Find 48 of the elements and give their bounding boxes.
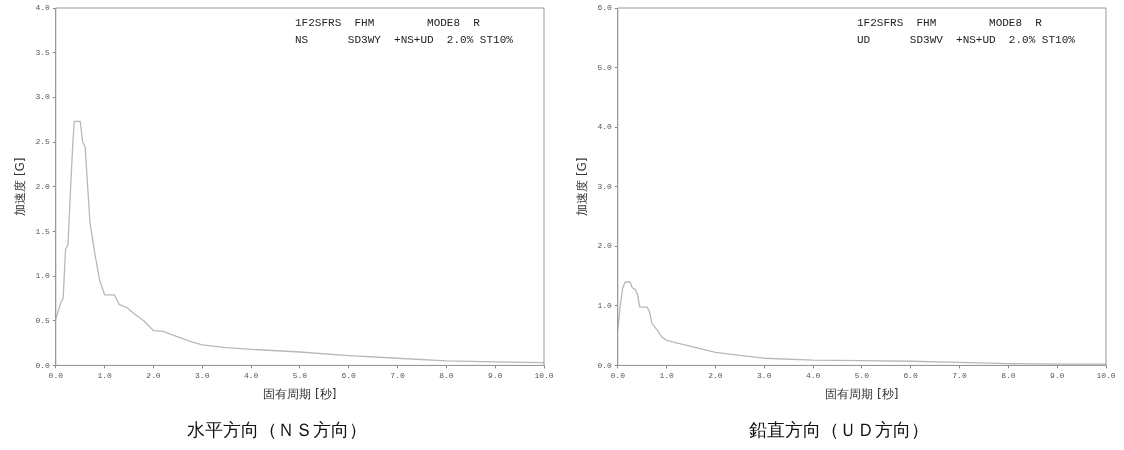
y-tick-label: 1.0: [597, 300, 612, 310]
x-tick-label: 6.0: [903, 371, 919, 381]
annotation: UD SD3WV +NS+UD 2.0% ST10%: [857, 34, 1076, 47]
y-tick-label: 3.5: [35, 47, 50, 57]
y-axis-title: 加速度 [G]: [575, 157, 590, 216]
x-tick-label: 7.0: [952, 371, 967, 381]
x-tick-label: 9.0: [487, 371, 503, 381]
x-tick-label: 2.0: [146, 371, 161, 381]
y-axis-title: 加速度 [G]: [13, 157, 28, 216]
x-tick-label: 5.0: [854, 371, 870, 381]
y-tick-label: 1.5: [35, 226, 50, 236]
x-axis-title: 固有周期 [秒]: [263, 387, 337, 402]
y-tick-label: 2.0: [35, 181, 50, 191]
x-tick-label: 8.0: [1001, 371, 1016, 381]
y-tick-label: 4.0: [597, 122, 612, 132]
x-tick-label: 4.0: [243, 371, 259, 381]
annotation: 1F2SFRS FHM MODE8 R: [857, 17, 1043, 30]
x-tick-label: 10.0: [1096, 371, 1116, 381]
y-tick-label: 0.0: [597, 360, 612, 370]
x-tick-label: 10.0: [534, 371, 554, 381]
text: 水平方向（ＮＳ方向）: [187, 418, 367, 440]
y-tick-label: 1.0: [35, 271, 50, 281]
y-tick-label: 5.0: [597, 62, 612, 72]
y-tick-label: 2.5: [35, 137, 50, 147]
y-tick-label: 3.0: [597, 181, 612, 191]
annotation: 1F2SFRS FHM MODE8 R: [295, 17, 481, 30]
x-tick-label: 2.0: [708, 371, 723, 381]
x-tick-label: 6.0: [341, 371, 357, 381]
x-tick-label: 0.0: [48, 371, 64, 381]
annotation: NS SD3WY +NS+UD 2.0% ST10%: [295, 34, 514, 47]
x-tick-label: 9.0: [1049, 371, 1065, 381]
x-tick-label: 3.0: [195, 371, 210, 381]
text: 鉛直方向（ＵＤ方向）: [749, 418, 929, 440]
y-tick-label: 4.0: [35, 3, 50, 13]
x-tick-label: 4.0: [805, 371, 821, 381]
x-tick-label: 1.0: [659, 371, 675, 381]
x-tick-label: 1.0: [97, 371, 113, 381]
x-axis-title: 固有周期 [秒]: [825, 387, 899, 402]
x-tick-label: 8.0: [439, 371, 454, 381]
x-tick-label: 7.0: [390, 371, 405, 381]
y-tick-label: 0.0: [35, 360, 50, 370]
x-tick-label: 3.0: [757, 371, 772, 381]
y-tick-label: 0.5: [35, 315, 50, 325]
y-tick-label: 2.0: [597, 241, 612, 251]
y-tick-label: 6.0: [597, 3, 612, 13]
x-tick-label: 0.0: [610, 371, 626, 381]
y-tick-label: 3.0: [35, 92, 50, 102]
x-tick-label: 5.0: [292, 371, 308, 381]
